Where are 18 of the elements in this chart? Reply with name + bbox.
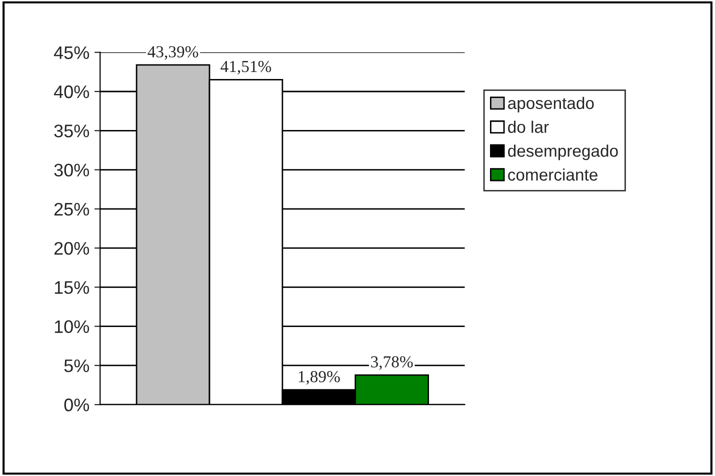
- y-tick-label: 10%: [54, 320, 90, 334]
- y-tick-label: 25%: [54, 202, 90, 216]
- legend-label: comerciante: [508, 168, 598, 181]
- legend-label: desempregado: [508, 144, 618, 160]
- data-label: 3,78%: [371, 356, 413, 370]
- y-tick-label: 15%: [54, 281, 90, 294]
- data-label: 43,39%: [148, 46, 198, 60]
- y-tick-label: 35%: [54, 124, 90, 138]
- data-label: 41,51%: [220, 60, 272, 75]
- data-label: 1,89%: [298, 371, 340, 385]
- y-tick-label: 30%: [54, 164, 90, 176]
- y-tick-label: 40%: [54, 85, 90, 98]
- y-tick-label: 20%: [54, 242, 90, 255]
- y-tick-label: 0%: [64, 398, 90, 412]
- y-tick-label: 5%: [64, 359, 90, 372]
- legend-label: aposentado: [508, 96, 594, 112]
- y-tick-label: 45%: [54, 46, 90, 60]
- legend-label: do lar: [508, 120, 549, 133]
